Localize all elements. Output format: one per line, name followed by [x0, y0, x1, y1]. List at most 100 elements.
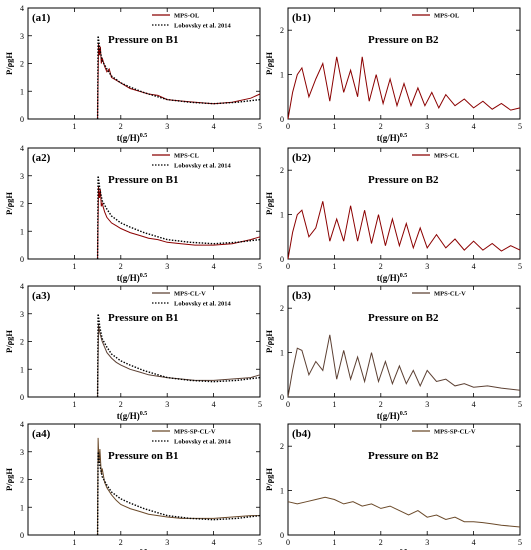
series-line-lobovsky-et-al-2014: [96, 451, 261, 536]
series-line-mps-cl-v: [287, 334, 521, 398]
x-tick-label: 0: [286, 538, 290, 547]
y-tick-label: 1: [20, 365, 24, 374]
x-axis-label-base: t(g/H): [117, 411, 140, 421]
plot-frame: [27, 147, 261, 260]
x-tick-label: 1: [332, 400, 336, 409]
y-tick-label: 1: [280, 71, 284, 80]
panel-label: (b3): [292, 290, 311, 302]
panel-label: (a2): [32, 152, 51, 164]
x-axis-label: t(g/H)0.5: [117, 411, 148, 421]
y-axis-label: P/ρgH: [4, 330, 14, 353]
x-axis-label-exponent: 0.5: [140, 411, 148, 417]
x-tick-label: 3: [425, 262, 429, 271]
x-axis-label-exponent: 0.5: [140, 273, 148, 279]
y-tick-label: 2: [20, 60, 24, 69]
panel-title: Pressure on B1: [108, 34, 179, 46]
x-tick-label: 1: [72, 262, 76, 271]
panel-title: Pressure on B1: [108, 174, 179, 186]
y-axis-label: P/ρgH: [264, 330, 274, 353]
y-tick-label: 3: [20, 448, 24, 457]
x-tick-label: 1: [332, 538, 336, 547]
series-line-mps-cl: [97, 186, 261, 260]
x-tick-label: 2: [379, 538, 383, 547]
series-line-lobovsky-et-al-2014: [96, 313, 261, 398]
plot-frame: [287, 285, 521, 398]
panel-a4: 0 1 2 3 4 1 2 3 4 5 MPS-SP-CL-V Lobovsky et al. 201…: [4, 420, 262, 550]
panel-title: Pressure on B2: [368, 34, 439, 46]
x-tick-label: 5: [258, 400, 262, 409]
x-tick-label: 4: [212, 400, 216, 409]
x-tick-label: 2: [119, 122, 123, 131]
y-tick-label: 1: [20, 227, 24, 236]
x-axis-label-base: t(g/H): [117, 273, 140, 283]
x-tick-label: 5: [518, 400, 522, 409]
x-tick-label: 4: [472, 538, 476, 547]
y-tick-label: 2: [280, 304, 284, 313]
x-tick-label: 4: [212, 538, 216, 547]
x-tick-label: 0: [286, 262, 290, 271]
y-tick-label: 0: [280, 531, 284, 540]
panel-title: Pressure on B1: [108, 450, 179, 462]
y-tick-label: 3: [20, 32, 24, 41]
x-axis-label-base: t(g/H): [377, 133, 400, 143]
x-tick-label: 1: [72, 400, 76, 409]
x-tick-label: 3: [165, 262, 169, 271]
series-line-mps-ol: [287, 56, 521, 120]
panel-label: (b4): [292, 428, 311, 440]
x-tick-label: 2: [379, 262, 383, 271]
y-tick-label: 4: [20, 420, 24, 429]
y-tick-label: 1: [280, 211, 284, 220]
x-tick-label: 3: [165, 400, 169, 409]
x-tick-label: 5: [518, 122, 522, 131]
y-tick-label: 2: [280, 166, 284, 175]
panel-label: (a1): [32, 12, 51, 24]
x-tick-label: 5: [258, 538, 262, 547]
y-tick-label: 0: [280, 255, 284, 264]
panel-a3: 0 1 2 3 4 1 2 3 4 5 MPS-CL-V Lobovsky et al. 2014 (a…: [4, 282, 262, 421]
legend-label: Lobovsky et al. 2014: [174, 301, 231, 308]
y-tick-label: 4: [20, 144, 24, 153]
y-axis-label: P/ρgH: [264, 52, 274, 75]
legend-label: MPS-OL: [174, 13, 200, 20]
y-tick-label: 2: [20, 338, 24, 347]
y-tick-label: 0: [20, 255, 24, 264]
x-axis-label: t(g/H)0.5: [377, 133, 408, 143]
legend-label: Lobovsky et al. 2014: [174, 439, 231, 446]
x-tick-label: 4: [212, 262, 216, 271]
x-tick-label: 2: [379, 400, 383, 409]
panel-label: (a3): [32, 290, 51, 302]
legend-label: Lobovsky et al. 2014: [174, 163, 231, 170]
y-tick-label: 2: [280, 442, 284, 451]
plot-frame: [287, 423, 521, 536]
x-tick-label: 5: [518, 262, 522, 271]
y-axis-label: P/ρgH: [4, 52, 14, 75]
x-axis-label-exponent: 0.5: [400, 411, 408, 417]
legend-label: MPS-CL-V: [174, 291, 206, 298]
x-tick-label: 4: [472, 400, 476, 409]
y-axis-label: P/ρgH: [4, 468, 14, 491]
x-tick-label: 4: [212, 122, 216, 131]
y-tick-label: 2: [280, 26, 284, 35]
legend-label: Lobovsky et al. 2014: [174, 23, 231, 30]
legend-label: MPS-OL: [434, 13, 460, 20]
y-tick-label: 1: [280, 487, 284, 496]
x-tick-label: 3: [425, 400, 429, 409]
y-axis-label: P/ρgH: [4, 192, 14, 215]
y-axis-label: P/ρgH: [264, 468, 274, 491]
series-line-mps-cl: [287, 201, 521, 260]
x-tick-label: 5: [258, 262, 262, 271]
x-tick-label: 2: [119, 538, 123, 547]
panel-title: Pressure on B1: [108, 312, 179, 324]
x-tick-label: 1: [332, 122, 336, 131]
series-line-mps-sp-cl-v: [97, 437, 260, 536]
x-axis-label-exponent: 0.5: [140, 133, 148, 139]
x-axis-label: t(g/H)0.5: [377, 273, 408, 283]
x-tick-label: 5: [258, 122, 262, 131]
panel-b3: 0 1 2 0 1 2 3 4 5 MPS-CL-V (b3) Pressure on B2 P/ρgH…: [264, 285, 522, 421]
plot-frame: [27, 285, 261, 398]
x-tick-label: 0: [286, 400, 290, 409]
y-tick-label: 0: [20, 393, 24, 402]
x-tick-label: 5: [518, 538, 522, 547]
x-tick-label: 1: [332, 262, 336, 271]
